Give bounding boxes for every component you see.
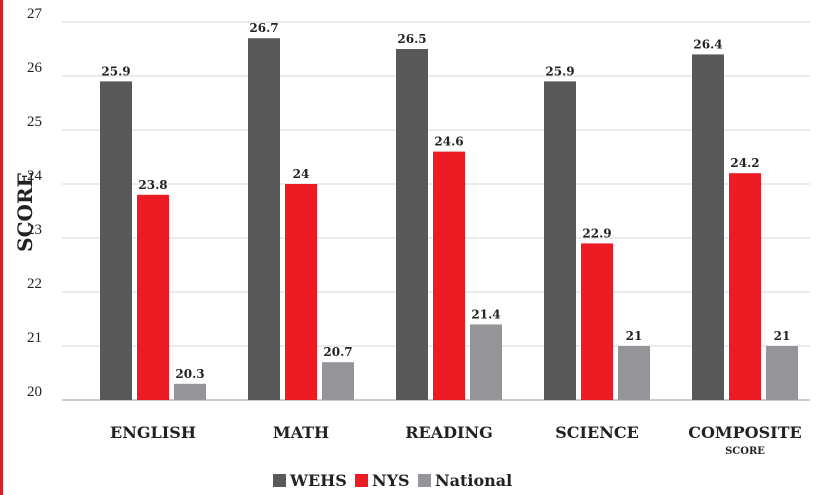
- bar: [766, 346, 798, 400]
- legend-label: National: [435, 471, 512, 490]
- bar: [470, 324, 502, 400]
- data-label: 21: [626, 329, 643, 343]
- y-tick-label: 26: [27, 60, 43, 76]
- x-category-label: COMPOSITE: [688, 423, 802, 442]
- left-red-border: [0, 0, 3, 495]
- data-label: 24.2: [730, 156, 759, 170]
- bar: [692, 54, 724, 401]
- x-category-label: ENGLISH: [110, 423, 196, 442]
- bar: [396, 49, 428, 400]
- data-label: 24.6: [434, 135, 463, 149]
- data-label: 21.4: [471, 307, 500, 321]
- legend-label: WEHS: [289, 471, 347, 490]
- data-label: 20.7: [323, 345, 352, 359]
- bar: [618, 346, 650, 400]
- bar: [544, 81, 576, 401]
- data-label: 26.7: [249, 21, 278, 35]
- bar: [100, 81, 132, 401]
- bar: [137, 194, 169, 400]
- x-category-label: READING: [405, 423, 493, 442]
- data-label: 24: [293, 167, 310, 181]
- data-label: 25.9: [101, 64, 130, 78]
- y-tick-label: 27: [27, 6, 43, 22]
- legend-swatch: [418, 474, 431, 487]
- legend-swatch: [355, 474, 368, 487]
- data-label: 26.5: [397, 32, 426, 46]
- y-tick-label: 25: [27, 114, 42, 130]
- y-tick-label: 21: [27, 330, 42, 346]
- data-label: 25.9: [545, 64, 574, 78]
- data-label: 20.3: [175, 367, 204, 381]
- y-tick-label: 20: [27, 384, 42, 400]
- y-axis-title: SCORE: [13, 172, 37, 252]
- bar: [248, 38, 280, 400]
- data-label: 22.9: [582, 226, 611, 240]
- bar: [174, 383, 206, 400]
- data-label: 26.4: [693, 37, 722, 51]
- y-tick-label: 22: [27, 276, 42, 292]
- x-category-sublabel: SCORE: [725, 446, 765, 457]
- data-label: 23.8: [138, 178, 167, 192]
- y-tick-label: 23: [27, 222, 42, 238]
- y-tick-label: 24: [27, 168, 43, 184]
- bar: [581, 243, 613, 400]
- x-category-label: SCIENCE: [555, 423, 639, 442]
- data-label: 21: [774, 329, 791, 343]
- bar: [285, 184, 317, 400]
- legend-label: NYS: [372, 471, 410, 490]
- bar: [433, 151, 465, 400]
- legend-swatch: [273, 474, 286, 487]
- bar: [322, 362, 354, 400]
- bar: [729, 173, 761, 400]
- x-category-label: MATH: [273, 423, 329, 442]
